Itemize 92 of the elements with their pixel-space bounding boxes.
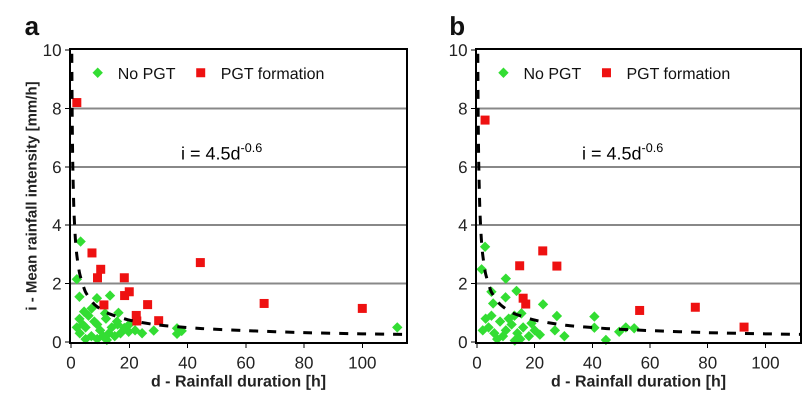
- x-axis-title: d - Rainfall duration [h]: [150, 374, 326, 391]
- point: [486, 310, 497, 321]
- point: [80, 334, 91, 344]
- y-tick-label: 8: [458, 99, 468, 118]
- point: [75, 236, 86, 247]
- point: [74, 292, 85, 302]
- point: [534, 330, 546, 340]
- point: [113, 308, 124, 318]
- x-tick-label: 0: [66, 353, 76, 372]
- legend-label: No PGT: [118, 66, 176, 83]
- y-tick-label: 6: [52, 158, 62, 177]
- legend-label: PGT formation: [220, 66, 324, 83]
- point: [92, 293, 102, 304]
- point: [120, 291, 130, 300]
- x-tick-label: 0: [472, 353, 482, 372]
- point: [628, 323, 640, 334]
- point: [120, 273, 129, 282]
- point: [130, 325, 140, 336]
- y-tick-label: 6: [458, 158, 468, 177]
- point: [521, 300, 530, 309]
- y-tick-label: 0: [52, 332, 62, 352]
- x-tick-label: 20: [120, 353, 139, 372]
- point: [358, 304, 367, 313]
- point: [488, 298, 498, 309]
- point: [550, 325, 560, 336]
- x-tick-label: 100: [348, 353, 376, 372]
- point: [480, 116, 490, 125]
- chart-title: a: [24, 10, 40, 41]
- point: [96, 264, 106, 274]
- point: [589, 311, 600, 322]
- point: [154, 316, 164, 326]
- point: [196, 258, 205, 268]
- annotation: i = 4.5d$^{-0.6}$: [181, 141, 262, 164]
- y-tick-label: 0: [458, 332, 468, 352]
- point: [518, 322, 528, 333]
- x-tick-label: 20: [525, 353, 544, 372]
- legend-label: PGT formation: [626, 66, 730, 83]
- point: [392, 322, 402, 333]
- point: [538, 299, 548, 310]
- point: [524, 330, 534, 342]
- annotation: i = 4.5d$^{-0.6}$: [582, 141, 664, 164]
- point: [740, 322, 749, 332]
- point: [83, 310, 94, 321]
- x-tick-label: 80: [698, 353, 718, 372]
- y-tick-label: 2: [458, 274, 468, 294]
- x-tick-label: 60: [236, 353, 256, 372]
- y-tick-label: 4: [52, 216, 62, 236]
- point: [500, 273, 512, 284]
- x-axis-title: d - Rainfall duration [h]: [550, 374, 726, 391]
- point: [515, 261, 524, 270]
- point: [72, 322, 82, 333]
- point: [136, 328, 148, 338]
- point: [538, 246, 548, 256]
- x-tick-label: 80: [294, 353, 314, 372]
- point: [480, 242, 490, 252]
- x-tick-label: 60: [640, 353, 660, 372]
- point: [260, 298, 269, 308]
- point: [498, 330, 508, 342]
- point: [552, 310, 562, 322]
- point: [690, 302, 700, 312]
- point: [529, 325, 540, 336]
- legend-label: No PGT: [523, 66, 582, 83]
- point: [87, 248, 96, 258]
- y-tick-label: 10: [42, 40, 62, 60]
- chart-title: b: [449, 10, 466, 41]
- point: [104, 290, 116, 301]
- x-tick-label: 100: [751, 353, 780, 372]
- point: [115, 328, 126, 338]
- y-axis-title: i - Mean rainfall intensity [mm/h]: [23, 81, 40, 311]
- point: [99, 300, 108, 310]
- point: [72, 98, 82, 108]
- x-tick-label: 40: [582, 353, 602, 372]
- point: [511, 286, 522, 296]
- point: [478, 325, 488, 336]
- point: [635, 306, 644, 315]
- point: [89, 316, 100, 327]
- point: [93, 273, 102, 282]
- y-tick-label: 8: [52, 99, 62, 118]
- y-tick-label: 2: [52, 274, 62, 294]
- point: [500, 292, 511, 303]
- point: [559, 330, 570, 342]
- point: [72, 274, 82, 284]
- point: [476, 264, 487, 274]
- point: [143, 300, 152, 310]
- x-tick-label: 40: [178, 353, 197, 372]
- point: [494, 316, 506, 327]
- point: [552, 262, 562, 271]
- point: [148, 325, 159, 336]
- point: [132, 316, 142, 326]
- y-tick-label: 10: [448, 40, 468, 60]
- y-tick-label: 4: [458, 216, 468, 236]
- point: [86, 303, 97, 314]
